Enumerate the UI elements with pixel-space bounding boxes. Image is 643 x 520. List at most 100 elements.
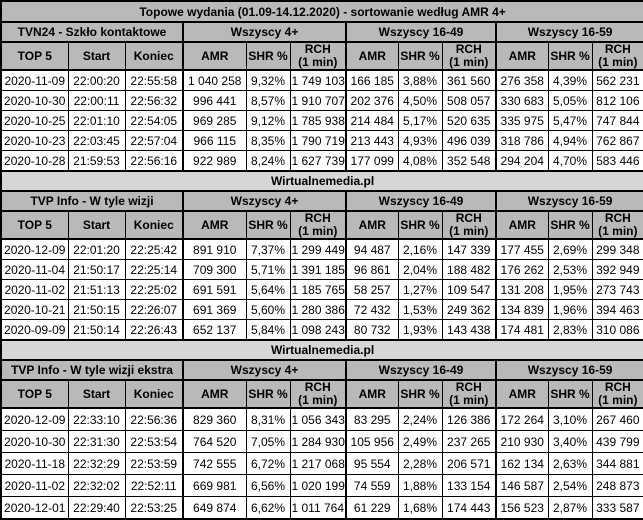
column-header-cell: RCH (1 min): [441, 41, 497, 71]
table-row: 2020-11-04 21:50:17 22:25:14 709 300 5,71% 1 …: [0, 259, 643, 280]
column-header-cell: RCH (1 min): [441, 210, 497, 240]
data-cell: 22:01:10: [67, 110, 126, 131]
data-cell: 147 339: [441, 238, 497, 260]
data-cell: 177 455: [495, 238, 549, 260]
data-cell: 1,93%: [397, 319, 443, 341]
data-cell: 2,54%: [547, 474, 593, 497]
data-cell: 143 438: [441, 319, 497, 341]
data-cell: 1 280 386: [289, 299, 347, 320]
data-cell: 4,94%: [547, 130, 593, 151]
data-cell: 249 362: [441, 299, 497, 320]
data-cell: 8,57%: [245, 90, 291, 111]
data-cell: 22:00:11: [67, 90, 126, 111]
data-cell: 172 264: [495, 407, 549, 431]
data-cell: 177 099: [345, 150, 399, 172]
data-cell: 96 861: [345, 259, 399, 280]
data-cell: 2020-12-09: [0, 407, 69, 431]
data-cell: 2020-12-01: [0, 496, 69, 520]
data-cell: 2020-09-09: [0, 319, 69, 341]
section-name-cell: TVP Info - W tyle wizji ekstra: [0, 359, 184, 381]
data-cell: 652 137: [182, 319, 247, 341]
column-header-cell: TOP 5: [0, 210, 69, 240]
column-header-cell: RCH (1 min): [289, 41, 347, 71]
source-cell: Wirtualnemedia.pl: [0, 339, 643, 361]
column-header-cell: SHR %: [245, 210, 291, 240]
data-cell: 1 284 930: [289, 430, 347, 453]
data-cell: 202 376: [345, 90, 399, 111]
data-cell: 649 874: [182, 496, 247, 520]
data-cell: 22:25:42: [124, 238, 184, 260]
data-cell: 352 548: [441, 150, 497, 172]
data-cell: 333 587: [591, 496, 643, 520]
column-header-cell: AMR: [495, 210, 549, 240]
data-cell: 299 348: [591, 238, 643, 260]
data-cell: 1 056 343: [289, 407, 347, 431]
data-cell: 22:52:11: [124, 474, 184, 497]
data-cell: 7,05%: [245, 430, 291, 453]
column-header-cell: Koniec: [124, 379, 184, 409]
data-cell: 22:32:02: [67, 474, 126, 497]
column-header-cell: SHR %: [245, 379, 291, 409]
data-cell: 74 559: [345, 474, 399, 497]
data-cell: 22:31:30: [67, 430, 126, 453]
data-cell: 2,63%: [547, 452, 593, 475]
data-cell: 669 981: [182, 474, 247, 497]
data-cell: 1 020 199: [289, 474, 347, 497]
data-cell: 109 547: [441, 279, 497, 300]
data-cell: 22:53:59: [124, 452, 184, 475]
data-cell: 176 262: [495, 259, 549, 280]
data-cell: 80 732: [345, 319, 399, 341]
column-header-cell: SHR %: [397, 379, 443, 409]
data-cell: 22:56:16: [124, 150, 184, 172]
data-cell: 310 086: [591, 319, 643, 341]
data-cell: 747 844: [591, 110, 643, 131]
data-cell: 4,08%: [397, 150, 443, 172]
data-cell: 764 520: [182, 430, 247, 453]
data-cell: 812 106: [591, 90, 643, 111]
data-cell: 2,83%: [547, 319, 593, 341]
data-cell: 1 391 185: [289, 259, 347, 280]
column-header-cell: SHR %: [397, 210, 443, 240]
data-cell: 1 749 103: [289, 69, 347, 91]
data-cell: 22:29:40: [67, 496, 126, 520]
data-cell: 562 231: [591, 69, 643, 91]
data-cell: 174 481: [495, 319, 549, 341]
data-cell: 9,12%: [245, 110, 291, 131]
data-cell: 1 011 764: [289, 496, 347, 520]
table-row: 2020-11-02 22:32:02 22:52:11 669 981 6,56% 1 …: [0, 474, 643, 497]
data-cell: 94 487: [345, 238, 399, 260]
source-cell: Wirtualnemedia.pl: [0, 170, 643, 192]
column-header-cell: Start: [67, 379, 126, 409]
data-cell: 126 386: [441, 407, 497, 431]
data-cell: 22:55:58: [124, 69, 184, 91]
table-row: 2020-09-09 21:50:14 22:26:43 652 137 5,84% 1 …: [0, 319, 643, 341]
data-cell: 2,16%: [397, 238, 443, 260]
column-header-cell: TOP 5: [0, 41, 69, 71]
group-header-cell: Wszyscy 16-59: [494, 21, 643, 43]
group-header-cell: Wszyscy 4+: [182, 359, 347, 381]
data-cell: 22:25:14: [124, 259, 184, 280]
column-header-cell: AMR: [345, 379, 399, 409]
data-cell: 2,53%: [547, 259, 593, 280]
data-cell: 691 591: [182, 279, 247, 300]
data-cell: 318 786: [495, 130, 549, 151]
data-cell: 188 482: [441, 259, 497, 280]
data-cell: 133 154: [441, 474, 497, 497]
data-cell: 2020-10-23: [0, 130, 69, 151]
data-cell: 8,35%: [245, 130, 291, 151]
data-cell: 1 098 243: [289, 319, 347, 341]
column-header-row: TOP 5 Start Koniec AMR SHR % RCH (1 min) AMR SH…: [0, 41, 643, 71]
data-cell: 5,84%: [245, 319, 291, 341]
data-cell: 891 910: [182, 238, 247, 260]
data-cell: 4,70%: [547, 150, 593, 172]
data-cell: 1,88%: [397, 474, 443, 497]
data-cell: 5,64%: [245, 279, 291, 300]
data-cell: 21:51:13: [67, 279, 126, 300]
data-cell: 1,96%: [547, 299, 593, 320]
column-header-cell: SHR %: [547, 379, 593, 409]
data-cell: 22:03:45: [67, 130, 126, 151]
column-header-row: TOP 5 Start Koniec AMR SHR % RCH (1 min) AMR SH…: [0, 379, 643, 409]
data-cell: 72 432: [345, 299, 399, 320]
column-header-cell: Koniec: [124, 210, 184, 240]
